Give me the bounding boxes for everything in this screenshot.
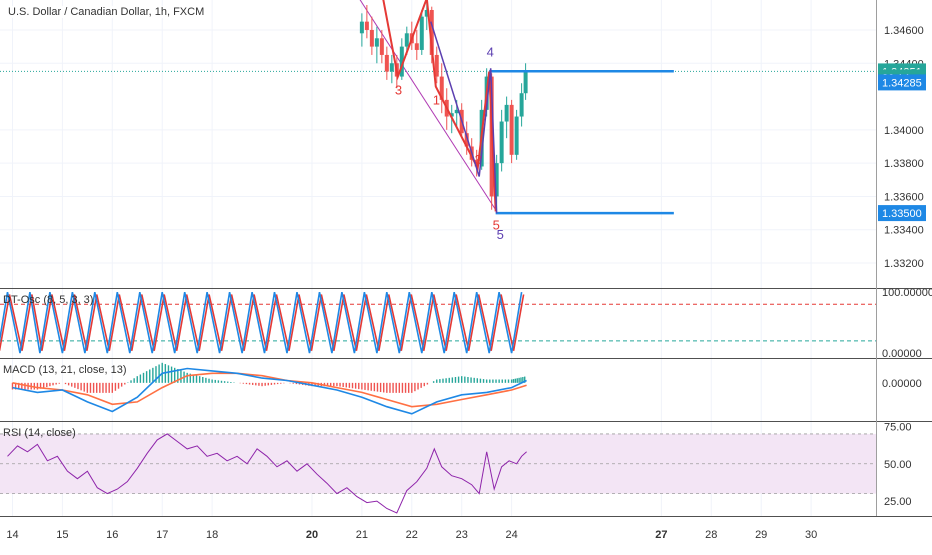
price-tag-level: 1.33500 (878, 205, 926, 222)
candle-body (399, 46, 404, 77)
price-axis-tick: 1.33200 (884, 258, 924, 270)
candle-body (499, 121, 504, 164)
candle-body (369, 29, 374, 47)
price-tag-bg (878, 205, 926, 222)
candle-body (374, 38, 379, 47)
rsi-pane: RSI (14, close) 75.00 50.00 25.00 (0, 421, 912, 514)
time-axis-tick: 14 (6, 529, 18, 541)
candle-body (379, 38, 384, 55)
grid-lines (0, 0, 876, 516)
wave-pattern-red (382, 0, 497, 212)
candle-body (449, 113, 454, 117)
rsi-axis-tick: 25.00 (884, 496, 912, 508)
candle-body (364, 21, 369, 30)
rsi-legend: RSI (14, close) (3, 427, 76, 439)
stoch-axis-tick: 0.00000 (882, 348, 922, 360)
candle-body (439, 76, 444, 100)
price-tag-last: 1.34285 (878, 74, 926, 91)
candle-body (384, 54, 389, 72)
wave-label-red: 3 (395, 83, 402, 98)
candle-body (359, 21, 364, 34)
time-axis-tick: 27 (655, 529, 667, 541)
macd-axis-tick: 0.00000 (882, 378, 922, 390)
stoch-d-line (0, 294, 525, 351)
candle-body (504, 104, 509, 122)
rsi-line (7, 433, 527, 514)
time-axis-tick: 24 (505, 529, 517, 541)
candle-body (474, 159, 479, 167)
time-axis-tick: 16 (106, 529, 118, 541)
stochastic-pane: DT-Osc (8, 5, 3, 3) 100.00000 0.00000 (0, 287, 932, 360)
price-axis-tick: 1.34000 (884, 125, 924, 137)
time-axis-tick: 30 (805, 529, 817, 541)
candle-body (494, 163, 499, 197)
candle-body (404, 33, 409, 47)
candle-body (519, 93, 524, 117)
candle-body (523, 71, 528, 94)
candle-body (419, 16, 424, 50)
wave-label-red: 3 (475, 152, 482, 167)
price-pane: 132135451.346001.344001.340001.338001.33… (0, 0, 926, 270)
candle-body (434, 54, 439, 77)
candles (359, 0, 528, 214)
price-axis-tick: 1.33400 (884, 225, 924, 237)
stoch-axis-tick: 100.00000 (882, 287, 932, 299)
price-axis-tick: 1.33600 (884, 191, 924, 203)
macd-pane: MACD (13, 21, close, 13) 0.00000 (3, 362, 922, 415)
macd-line (12, 367, 527, 415)
time-axis-tick: 18 (206, 529, 218, 541)
price-tag-label: 1.33500 (882, 208, 922, 220)
macd-signal-line (12, 372, 527, 408)
rsi-axis-tick: 75.00 (884, 421, 912, 433)
price-tag-bg (878, 74, 926, 91)
time-axis-tick: 21 (356, 529, 368, 541)
wave-label-purple: 4 (487, 44, 494, 59)
wave-pattern-purple (430, 21, 498, 214)
candle-body (464, 133, 469, 147)
price-axis-tick: 1.34600 (884, 25, 924, 37)
price-axis-tick: 1.33800 (884, 158, 924, 170)
candle-body (429, 9, 434, 55)
time-axis-tick: 23 (456, 529, 468, 541)
time-axis-tick: 22 (406, 529, 418, 541)
wave-label-purple: 5 (497, 227, 504, 242)
time-axis-tick: 20 (306, 529, 318, 541)
candle-body (424, 9, 429, 17)
stoch-legend: DT-Osc (8, 5, 3, 3) (3, 294, 93, 306)
rsi-axis-tick: 50.00 (884, 459, 912, 471)
candle-body (509, 104, 514, 155)
time-axis-tick: 15 (56, 529, 68, 541)
candle-body (389, 63, 394, 72)
price-tag-label: 1.34285 (882, 77, 922, 89)
macd-legend: MACD (13, 21, close, 13) (3, 364, 127, 376)
time-axis-tick: 28 (705, 529, 717, 541)
trend-line (359, 0, 497, 211)
wave-label-red: 5 (493, 217, 500, 232)
candle-body (514, 116, 519, 155)
stoch-k-line (0, 291, 523, 354)
time-axis-tick: 17 (156, 529, 168, 541)
candle-body (454, 109, 459, 114)
symbol-title: U.S. Dollar / Canadian Dollar, 1h, FXCM (6, 6, 207, 18)
time-axis-tick: 29 (755, 529, 767, 541)
wave-label-red: 1 (433, 93, 440, 108)
time-axis: 14 15 16 17 18 20 21 22 23 24 27 28 29 30 (6, 529, 817, 541)
candle-body (414, 43, 419, 50)
